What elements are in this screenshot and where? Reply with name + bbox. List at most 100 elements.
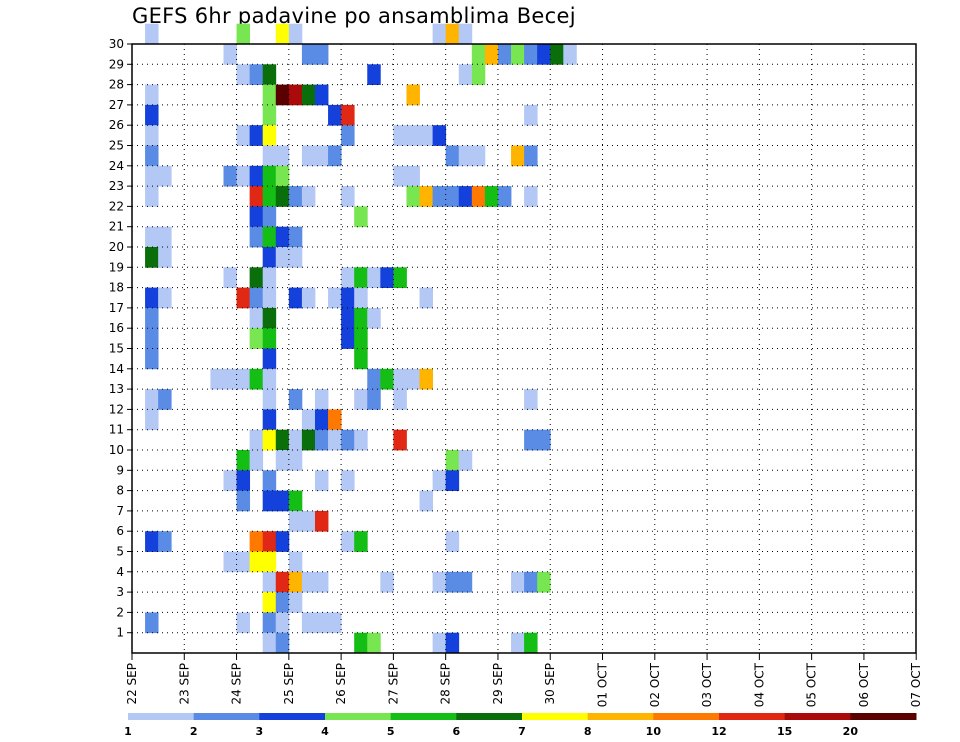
- heatmap-cell: [393, 368, 407, 390]
- heatmap-cell: [262, 531, 277, 552]
- y-tick-label: 22: [109, 199, 124, 213]
- heatmap-cell: [354, 328, 368, 349]
- heatmap-cell: [432, 186, 447, 207]
- heatmap-cell: [249, 226, 264, 248]
- heatmap-cell: [458, 571, 473, 593]
- heatmap-cell: [236, 470, 251, 491]
- heatmap-cell: [511, 632, 525, 654]
- heatmap-cell: [458, 64, 473, 85]
- heatmap-cell: [262, 307, 277, 329]
- heatmap-cell: [563, 44, 577, 65]
- x-tick-label: 24 SEP: [230, 663, 244, 705]
- heatmap-cell: [445, 23, 460, 45]
- heatmap-cell: [236, 490, 251, 512]
- heatmap-cell: [288, 429, 303, 451]
- heatmap-cell: [275, 450, 290, 471]
- heatmap-cell: [484, 44, 499, 65]
- heatmap-cell: [406, 165, 420, 187]
- heatmap-cell: [288, 551, 303, 573]
- chart-title: GEFS 6hr padavine po ansamblima Becej: [132, 4, 576, 28]
- heatmap-cell: [236, 125, 251, 146]
- heatmap-cell: [367, 632, 381, 654]
- heatmap-cell: [262, 368, 277, 390]
- heatmap-cell: [249, 125, 264, 146]
- heatmap-cell: [314, 145, 329, 167]
- heatmap-cell: [236, 23, 251, 45]
- heatmap-cell: [524, 429, 538, 451]
- heatmap-cell: [354, 348, 368, 370]
- heatmap-cell: [249, 287, 264, 309]
- legend-swatch: [653, 713, 720, 720]
- heatmap-cell: [275, 592, 290, 613]
- heatmap-cell: [158, 531, 172, 552]
- x-tick-label: 28 SEP: [439, 663, 453, 705]
- heatmap-cell: [419, 186, 434, 207]
- y-tick-label: 2: [116, 605, 124, 619]
- heatmap-cell: [275, 632, 290, 654]
- legend-swatch: [193, 713, 260, 720]
- heatmap-cell: [275, 226, 290, 248]
- heatmap-cell: [145, 287, 159, 309]
- heatmap-cell: [145, 612, 159, 634]
- heatmap-cell: [262, 125, 277, 146]
- y-tick-label: 17: [109, 301, 124, 315]
- heatmap-cell: [145, 307, 159, 329]
- heatmap-cell: [497, 186, 512, 207]
- heatmap-cell: [301, 186, 316, 207]
- heatmap-cell: [354, 206, 368, 228]
- heatmap-cell: [249, 368, 264, 390]
- heatmap-cell: [249, 267, 264, 288]
- y-tick-label: 28: [109, 78, 124, 92]
- y-tick-label: 7: [116, 504, 124, 518]
- heatmap-cell: [288, 287, 303, 309]
- y-tick-label: 13: [109, 382, 124, 396]
- legend-swatch: [325, 713, 392, 720]
- heatmap-cell: [236, 287, 251, 309]
- heatmap-cell: [393, 125, 407, 146]
- y-tick-label: 4: [116, 565, 124, 579]
- heatmap-cell: [275, 247, 290, 268]
- y-tick-label: 29: [109, 57, 124, 71]
- heatmap-cell: [275, 23, 290, 45]
- heatmap-cell: [445, 450, 460, 471]
- heatmap-cell: [288, 23, 303, 45]
- heatmap-cell: [262, 267, 277, 288]
- heatmap-cell: [145, 165, 159, 187]
- heatmap-cell: [524, 104, 538, 126]
- heatmap-cell: [301, 429, 316, 451]
- heatmap-cell: [288, 571, 303, 593]
- heatmap-cell: [511, 145, 525, 167]
- heatmap-cell: [341, 531, 355, 552]
- heatmap-cell: [328, 429, 342, 451]
- heatmap-cell: [288, 490, 303, 512]
- heatmap-cell: [288, 592, 303, 613]
- legend-swatch: [128, 713, 195, 720]
- y-tick-label: 30: [109, 37, 124, 51]
- y-tick-label: 20: [109, 240, 124, 254]
- heatmap-cell: [471, 145, 486, 167]
- x-tick-label: 03 OCT: [700, 662, 714, 707]
- heatmap-cell: [262, 348, 277, 370]
- heatmap-cell: [484, 186, 499, 207]
- heatmap-cell: [419, 368, 434, 390]
- heatmap-cell: [145, 84, 159, 106]
- heatmap-cell: [158, 389, 172, 410]
- heatmap-cell: [380, 571, 394, 593]
- heatmap-cell: [275, 186, 290, 207]
- legend-label: 3: [256, 725, 264, 738]
- legend-swatch: [784, 713, 851, 720]
- heatmap-cell: [275, 145, 290, 167]
- heatmap-cell: [262, 165, 277, 187]
- heatmap-cell: [145, 328, 159, 349]
- y-tick-label: 27: [109, 98, 124, 112]
- heatmap-cell: [262, 409, 277, 431]
- heatmap-cell: [288, 226, 303, 248]
- heatmap-cell: [262, 571, 277, 593]
- heatmap-cell: [288, 510, 303, 532]
- heatmap-cell: [524, 145, 538, 167]
- heatmap-cell: [301, 287, 316, 309]
- heatmap-cell: [367, 368, 381, 390]
- x-tick-label: 23 SEP: [177, 663, 191, 705]
- legend-label: 12: [711, 725, 726, 738]
- heatmap-cell: [314, 510, 329, 532]
